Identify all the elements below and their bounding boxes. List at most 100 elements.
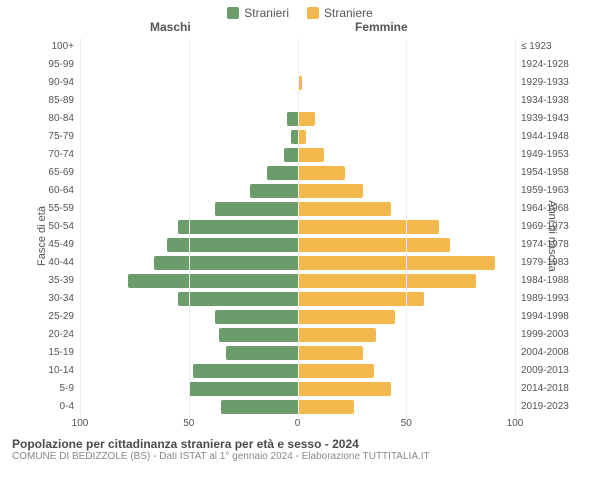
age-label: 80-84: [14, 112, 80, 126]
legend-swatch-female: [307, 7, 319, 19]
x-axis: 10050050100: [80, 418, 515, 433]
birth-year-label: 1979-1983: [515, 256, 569, 270]
bar-female: [298, 328, 376, 342]
legend: Stranieri Straniere: [0, 0, 600, 20]
x-tick-label: 100: [507, 418, 524, 429]
birth-year-label: 1939-1943: [515, 112, 569, 126]
age-label: 55-59: [14, 202, 80, 216]
birth-year-label: 1984-1988: [515, 274, 569, 288]
bar-female: [298, 400, 355, 414]
age-label: 10-14: [14, 364, 80, 378]
bar-female: [298, 166, 346, 180]
bar-male: [226, 346, 298, 360]
gridline: [298, 38, 299, 418]
birth-year-label: 1949-1953: [515, 148, 569, 162]
gridline: [515, 38, 516, 418]
age-label: 20-24: [14, 328, 80, 342]
age-label: 65-69: [14, 166, 80, 180]
bar-female: [298, 130, 307, 144]
legend-swatch-male: [227, 7, 239, 19]
age-label: 45-49: [14, 238, 80, 252]
bar-male: [267, 166, 297, 180]
x-tick-label: 100: [72, 418, 89, 429]
age-label: 75-79: [14, 130, 80, 144]
bar-male: [284, 148, 297, 162]
caption-subtitle: COMUNE DI BEDIZZOLE (BS) - Dati ISTAT al…: [12, 451, 588, 462]
birth-year-label: 1964-1968: [515, 202, 569, 216]
legend-label-female: Straniere: [324, 6, 373, 20]
birth-year-label: 1944-1948: [515, 130, 569, 144]
bar-female: [298, 256, 496, 270]
birth-year-label: 1989-1993: [515, 292, 569, 306]
birth-year-label: 2014-2018: [515, 382, 569, 396]
bar-male: [219, 328, 297, 342]
age-label: 90-94: [14, 76, 80, 90]
birth-year-label: 1929-1933: [515, 76, 569, 90]
birth-year-label: 1999-2003: [515, 328, 569, 342]
birth-year-label: 1934-1938: [515, 94, 569, 108]
x-tick-label: 0: [295, 418, 301, 429]
age-label: 40-44: [14, 256, 80, 270]
chart-area: Fasce di età Anni di nascita 100+≤ 19239…: [10, 38, 590, 433]
birth-year-label: 1969-1973: [515, 220, 569, 234]
birth-year-label: 1954-1958: [515, 166, 569, 180]
birth-year-label: 2019-2023: [515, 400, 569, 414]
bar-female: [298, 184, 363, 198]
bar-female: [298, 310, 396, 324]
age-label: 95-99: [14, 58, 80, 72]
bar-female: [298, 148, 324, 162]
age-label: 85-89: [14, 94, 80, 108]
birth-year-label: 1959-1963: [515, 184, 569, 198]
age-label: 15-19: [14, 346, 80, 360]
bar-male: [193, 364, 297, 378]
bar-male: [221, 400, 297, 414]
legend-item-male: Stranieri: [227, 6, 289, 20]
gridline: [189, 38, 190, 418]
bar-female: [298, 292, 424, 306]
bar-female: [298, 112, 315, 126]
age-label: 30-34: [14, 292, 80, 306]
bar-male: [189, 382, 298, 396]
birth-year-label: ≤ 1923: [515, 40, 552, 54]
bar-male: [178, 292, 298, 306]
x-tick-label: 50: [183, 418, 194, 429]
birth-year-label: 2004-2008: [515, 346, 569, 360]
bar-female: [298, 238, 450, 252]
age-label: 100+: [14, 40, 80, 54]
bar-female: [298, 364, 374, 378]
bar-female: [298, 274, 476, 288]
caption-title: Popolazione per cittadinanza straniera p…: [12, 437, 588, 451]
age-label: 35-39: [14, 274, 80, 288]
age-label: 0-4: [14, 400, 80, 414]
bar-male: [154, 256, 298, 270]
bar-female: [298, 346, 363, 360]
gridline: [80, 38, 81, 418]
birth-year-label: 1974-1978: [515, 238, 569, 252]
bar-male: [178, 220, 298, 234]
bar-male: [167, 238, 298, 252]
column-header-female: Femmine: [355, 20, 408, 34]
legend-item-female: Straniere: [307, 6, 373, 20]
bar-female: [298, 382, 392, 396]
age-label: 70-74: [14, 148, 80, 162]
age-label: 5-9: [14, 382, 80, 396]
legend-label-male: Stranieri: [244, 6, 289, 20]
gridline: [406, 38, 407, 418]
bar-male: [287, 112, 298, 126]
birth-year-label: 1924-1928: [515, 58, 569, 72]
column-headers: Maschi Femmine: [0, 20, 600, 38]
caption: Popolazione per cittadinanza straniera p…: [0, 433, 600, 462]
age-label: 50-54: [14, 220, 80, 234]
birth-year-label: 1994-1998: [515, 310, 569, 324]
bar-male: [250, 184, 298, 198]
x-tick-label: 50: [401, 418, 412, 429]
age-label: 25-29: [14, 310, 80, 324]
birth-year-label: 2009-2013: [515, 364, 569, 378]
age-label: 60-64: [14, 184, 80, 198]
bar-female: [298, 202, 392, 216]
bar-male: [128, 274, 298, 288]
bar-female: [298, 220, 439, 234]
bar-male: [215, 202, 298, 216]
bar-male: [215, 310, 298, 324]
column-header-male: Maschi: [150, 20, 191, 34]
